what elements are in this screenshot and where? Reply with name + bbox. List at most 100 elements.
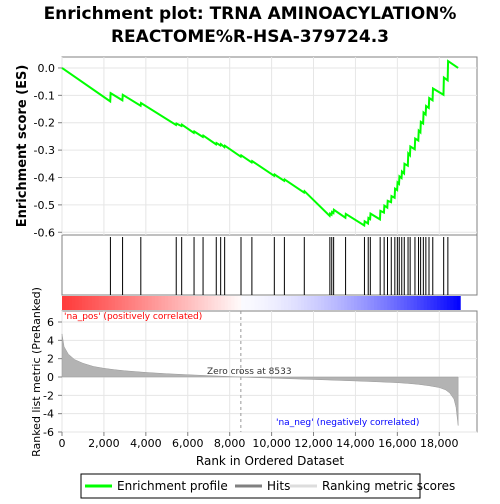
- legend-profile-label: Enrichment profile: [117, 479, 228, 493]
- rank-color-segment: [430, 296, 435, 310]
- metric-y-ticks: 6 4 2 0 -2 -4 -6: [43, 316, 62, 439]
- rank-color-segment: [204, 296, 209, 310]
- rank-color-segment: [98, 296, 103, 310]
- enrichment-profile-path: [61, 59, 459, 228]
- rank-color-segment: [420, 296, 425, 310]
- rank-color-segment: [217, 296, 222, 310]
- rank-color-segment: [387, 296, 392, 310]
- rank-color-segment: [380, 296, 385, 310]
- es-tick-label: -0.3: [34, 144, 55, 157]
- rank-color-segment: [377, 296, 382, 310]
- es-y-ticks: 0.0 -0.1 -0.2 -0.3 -0.4 -0.5 -0.6: [34, 62, 62, 239]
- rank-color-segment: [393, 296, 398, 310]
- rank-color-segment: [334, 296, 338, 310]
- rank-color-segment: [241, 296, 246, 310]
- rank-color-segment: [304, 296, 309, 310]
- metric-tick-label: 4: [47, 334, 54, 347]
- es-tick-label: -0.6: [34, 226, 55, 239]
- rank-color-segment: [317, 296, 322, 310]
- rank-color-segment: [367, 296, 372, 310]
- rank-color-segment: [314, 296, 319, 310]
- x-tick-label: 12,000: [294, 437, 333, 450]
- es-tick-label: -0.5: [34, 199, 55, 212]
- rank-color-segment: [413, 296, 418, 310]
- rank-color-segment: [390, 296, 395, 310]
- rank-color-segment: [403, 296, 408, 310]
- rank-color-segment: [88, 296, 93, 310]
- rank-color-segment: [284, 296, 289, 310]
- rank-color-segment: [108, 296, 113, 310]
- chart-title-line1: Enrichment plot: TRNA AMINOACYLATION%: [44, 4, 457, 24]
- rank-color-segment: [300, 296, 305, 310]
- rank-color-segment: [174, 296, 179, 310]
- rank-color-segment: [410, 296, 415, 310]
- rank-color-segment: [151, 296, 156, 310]
- enrichment-profile-line: [61, 59, 459, 228]
- rank-color-segment: [191, 296, 196, 310]
- rank-color-segment: [188, 296, 192, 310]
- rank-color-segment: [251, 296, 255, 310]
- rank-color-segment: [115, 296, 119, 310]
- rank-color-segment: [78, 296, 83, 310]
- rank-color-segment: [95, 296, 100, 310]
- x-ticks: 0 2,000 4,000 6,000 8,000 10,000 12,000 14,000 1…: [59, 432, 459, 450]
- rank-color-segment: [307, 296, 312, 310]
- metric-tick-label: 6: [47, 316, 54, 329]
- rank-color-segment: [344, 296, 348, 310]
- legend-hits-label: Hits: [267, 479, 290, 493]
- metric-tick-label: -6: [43, 426, 54, 439]
- rank-color-segment: [237, 296, 242, 310]
- rank-color-segment: [138, 296, 143, 310]
- x-tick-label: 10,000: [252, 437, 291, 450]
- rank-color-segment: [310, 296, 315, 310]
- rank-color-segment: [62, 296, 66, 310]
- na-neg-label: 'na_neg' (negatively correlated): [276, 418, 419, 428]
- metric-tick-label: -2: [43, 389, 54, 402]
- rank-color-segment: [290, 296, 295, 310]
- rank-color-segment: [443, 296, 448, 310]
- rank-color-segment: [85, 296, 90, 310]
- rank-color-segment: [340, 296, 345, 310]
- rank-color-segment: [247, 296, 252, 310]
- rank-color-segment: [181, 296, 186, 310]
- rank-color-segment: [111, 296, 116, 310]
- rank-color-segment: [128, 296, 133, 310]
- x-tick-label: 4,000: [130, 437, 162, 450]
- rank-color-segment: [417, 296, 421, 310]
- rank-color-segment: [148, 296, 153, 310]
- rank-color-segment: [453, 296, 458, 310]
- rank-color-segment: [65, 296, 70, 310]
- rank-color-segment: [101, 296, 106, 310]
- x-tick-label: 18,000: [420, 437, 459, 450]
- rank-color-segment: [347, 296, 352, 310]
- rank-color-segment: [267, 296, 272, 310]
- metric-tick-label: 2: [47, 353, 54, 366]
- rank-color-segment: [208, 296, 212, 310]
- rank-color-segment: [244, 296, 249, 310]
- rank-color-segment: [271, 296, 275, 310]
- es-tick-label: 0.0: [38, 62, 56, 75]
- metric-y-axis-label: Ranked list metric (PreRanked): [30, 287, 43, 457]
- rank-color-segment: [254, 296, 259, 310]
- es-y-axis-label: Enrichment score (ES): [15, 65, 30, 228]
- legend-metric-label: Ranking metric scores: [322, 479, 455, 493]
- rank-color-segment: [234, 296, 239, 310]
- rank-color-segment: [178, 296, 182, 310]
- es-tick-label: -0.1: [34, 89, 55, 102]
- rank-color-segment: [161, 296, 166, 310]
- rank-color-segment: [383, 296, 388, 310]
- metric-tick-label: 0: [47, 371, 54, 384]
- rank-color-segment: [446, 296, 451, 310]
- rank-color-segment: [105, 296, 109, 310]
- rank-color-segment: [224, 296, 229, 310]
- rank-color-segment: [194, 296, 199, 310]
- rank-color-segment: [211, 296, 216, 310]
- rank-color-segment: [327, 296, 332, 310]
- x-axis-label: Rank in Ordered Dataset: [196, 454, 344, 468]
- rank-color-segment: [91, 296, 96, 310]
- metric-tick-label: -4: [43, 408, 54, 421]
- rank-color-segment: [221, 296, 226, 310]
- chart-title-line2: REACTOME%R-HSA-379724.3: [111, 27, 389, 47]
- rank-color-segment: [81, 296, 86, 310]
- es-tick-label: -0.4: [34, 171, 55, 184]
